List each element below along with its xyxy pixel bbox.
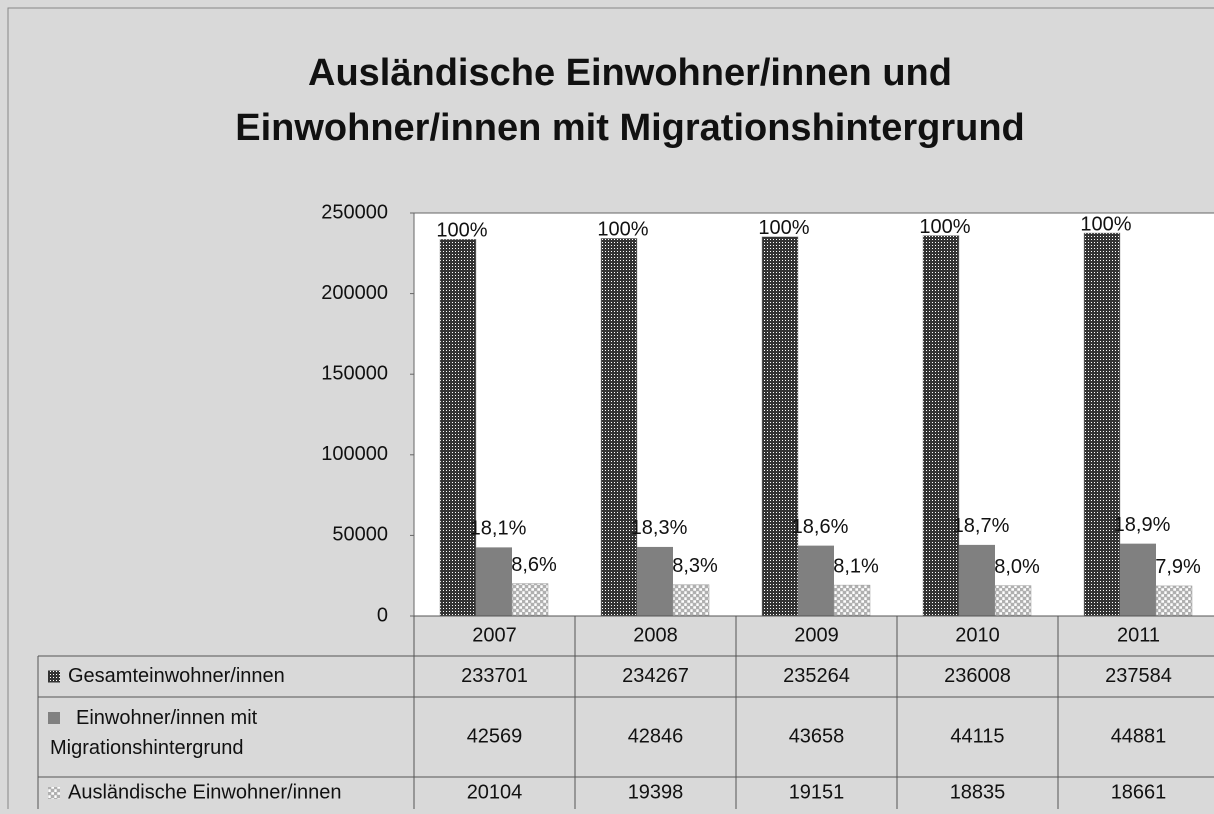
x-tick-label: 2011 [1117,624,1160,646]
y-tick-label: 100000 [321,443,388,465]
data-label: 18,7% [953,515,1010,537]
data-label: 18,3% [631,517,688,539]
data-label: 8,6% [511,554,557,576]
table-value: 19398 [628,781,684,803]
y-tick-label: 150000 [321,362,388,384]
legend-label: Ausländische Einwohner/innen [68,781,342,803]
chart-title: Einwohner/innen mit Migrationshintergrun… [235,107,1025,149]
bar [672,584,710,617]
data-label: 100% [758,217,809,239]
data-label: 8,0% [994,556,1040,578]
legend-key [48,787,60,799]
y-tick-label: 0 [377,604,388,626]
bar [761,236,799,617]
bar [798,545,834,616]
data-label: 100% [597,219,648,241]
table-value: 235264 [783,665,850,687]
data-label: 8,1% [833,555,879,577]
table-value: 42569 [467,725,523,747]
bar [833,584,871,617]
table-value: 42846 [628,725,684,747]
bar [600,238,638,617]
bar [994,585,1032,617]
table-value: 236008 [944,665,1011,687]
table-value: 19151 [789,781,845,803]
x-tick-label: 2009 [794,624,839,646]
y-tick-label: 250000 [321,201,388,223]
table-value: 20104 [467,781,523,803]
bar [1155,585,1193,617]
bar [439,239,477,617]
x-tick-label: 2007 [472,624,517,646]
table-value: 43658 [789,725,845,747]
data-label: 100% [1080,213,1131,235]
data-label: 7,9% [1155,556,1201,578]
table-value: 18835 [950,781,1006,803]
data-label: 18,9% [1114,514,1171,536]
bar [1120,543,1156,616]
bar [511,583,549,617]
data-label: 18,6% [792,516,849,538]
chart-title: Ausländische Einwohner/innen und [308,52,952,94]
bar [1083,232,1121,617]
legend-label: Gesamteinwohner/innen [68,665,285,687]
bar [922,235,960,617]
data-label: 18,1% [470,518,527,540]
y-tick-label: 200000 [321,282,388,304]
x-tick-label: 2010 [955,624,1000,646]
legend-key [48,670,60,683]
x-tick-label: 2008 [633,624,678,646]
data-label: 100% [919,216,970,238]
legend-label: Einwohner/innen mit Migrationshintergrun… [50,707,258,759]
table-value: 233701 [461,665,528,687]
bar [959,544,995,616]
table-value: 237584 [1105,665,1172,687]
table-value: 18661 [1111,781,1167,803]
legend-label-box: Einwohner/innen mit Migrationshintergrun… [50,707,258,759]
y-tick-label: 50000 [332,524,388,546]
table-value: 44881 [1111,725,1167,747]
bar [476,547,512,616]
data-label: 100% [436,220,487,242]
bar [637,546,673,616]
legend-key [48,712,60,724]
table-value: 234267 [622,665,689,687]
table-value: 44115 [950,725,1004,747]
data-label: 8,3% [672,555,718,577]
